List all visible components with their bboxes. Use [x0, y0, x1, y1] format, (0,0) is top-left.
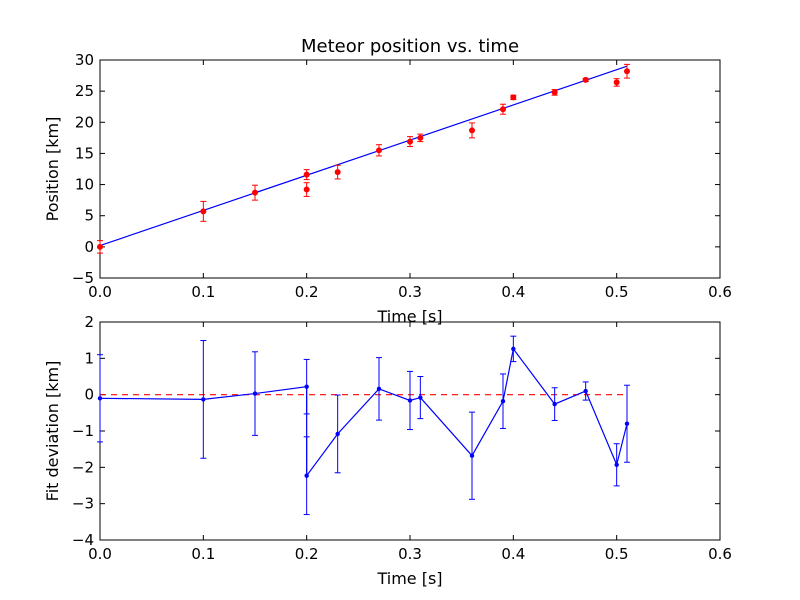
data-point: [551, 89, 558, 96]
data-point: [624, 68, 630, 75]
y-tick-label: 0: [84, 386, 94, 404]
deviation-point: [304, 384, 309, 389]
x-tick-label: 0.3: [398, 545, 422, 563]
data-point: [97, 243, 103, 250]
data-point: [376, 147, 382, 154]
x-tick-label: 0.1: [191, 545, 215, 563]
deviation-point: [97, 396, 103, 401]
x-tick-label: 0.5: [605, 283, 629, 301]
x-axis-label: Time [s]: [376, 569, 442, 588]
y-axis-label: Position [km]: [43, 117, 62, 222]
x-tick-label: 0.5: [605, 545, 629, 563]
data-point: [500, 106, 506, 113]
deviation-point: [552, 401, 557, 407]
deviation-line: [99, 347, 628, 478]
y-tick-label: −2: [72, 458, 94, 476]
data-point: [510, 94, 517, 101]
deviation-point: [335, 431, 340, 437]
deviation-point: [614, 462, 619, 467]
deviation-point: [407, 398, 413, 403]
chart-title: Meteor position vs. time: [301, 36, 519, 57]
deviation-point: [511, 346, 516, 352]
data-point: [303, 171, 310, 178]
y-tick-label: 1: [84, 349, 94, 367]
y-tick-label: 20: [75, 113, 94, 131]
deviation-point: [376, 386, 382, 392]
y-tick-label: 5: [84, 207, 94, 225]
data-point: [417, 134, 424, 141]
x-tick-label: 0.6: [708, 545, 732, 563]
x-tick-label: 0.4: [501, 283, 525, 301]
deviation-point: [418, 395, 423, 400]
x-tick-label: 0.1: [191, 283, 215, 301]
deviation-point: [624, 421, 630, 426]
deviation-point: [304, 473, 309, 478]
data-point: [303, 186, 310, 193]
data-point: [582, 76, 589, 83]
y-tick-label: 30: [75, 51, 94, 69]
data-point: [200, 208, 207, 215]
y-tick-label: 10: [75, 176, 94, 194]
deviation-point: [252, 391, 258, 396]
x-axis-label: Time [s]: [376, 307, 442, 326]
y-tick-label: 25: [75, 82, 94, 100]
x-tick-label: 0.0: [88, 545, 112, 563]
y-tick-label: −3: [72, 495, 94, 513]
deviation-chart: 0.0 0.1 0.2 0.3 0.4 0.5 0.6 −4 −3 −2 −1 0 1 2 Time [s]…: [43, 313, 732, 588]
data-point: [334, 169, 341, 176]
data-point: [407, 138, 413, 145]
position-chart: 0.0 0.1 0.2 0.3 0.4 0.5 0.6 −5 0 5 10 15 20 25 30 Time …: [43, 36, 732, 326]
x-tick-label: 0.6: [708, 283, 732, 301]
y-tick-label: −5: [72, 269, 94, 287]
y-tick-label: −4: [72, 531, 94, 549]
data-point: [613, 79, 620, 86]
y-tick-label: 15: [75, 144, 94, 162]
y-tick-label: 2: [84, 313, 94, 331]
deviation-point: [500, 399, 506, 404]
y-tick-label: 0: [84, 238, 94, 256]
fit-line: [99, 65, 628, 247]
x-tick-label: 0.4: [501, 545, 525, 563]
y-tick-label: −1: [72, 422, 94, 440]
x-tick-label: 0.0: [88, 283, 112, 301]
y-axis-label: Fit deviation [km]: [43, 361, 62, 502]
data-point: [469, 127, 475, 134]
deviation-point: [201, 397, 206, 402]
deviation-point: [583, 388, 588, 394]
x-tick-label: 0.2: [295, 283, 319, 301]
data-point: [252, 189, 258, 196]
deviation-point: [469, 453, 475, 458]
x-tick-label: 0.3: [398, 283, 422, 301]
x-tick-label: 0.2: [295, 545, 319, 563]
